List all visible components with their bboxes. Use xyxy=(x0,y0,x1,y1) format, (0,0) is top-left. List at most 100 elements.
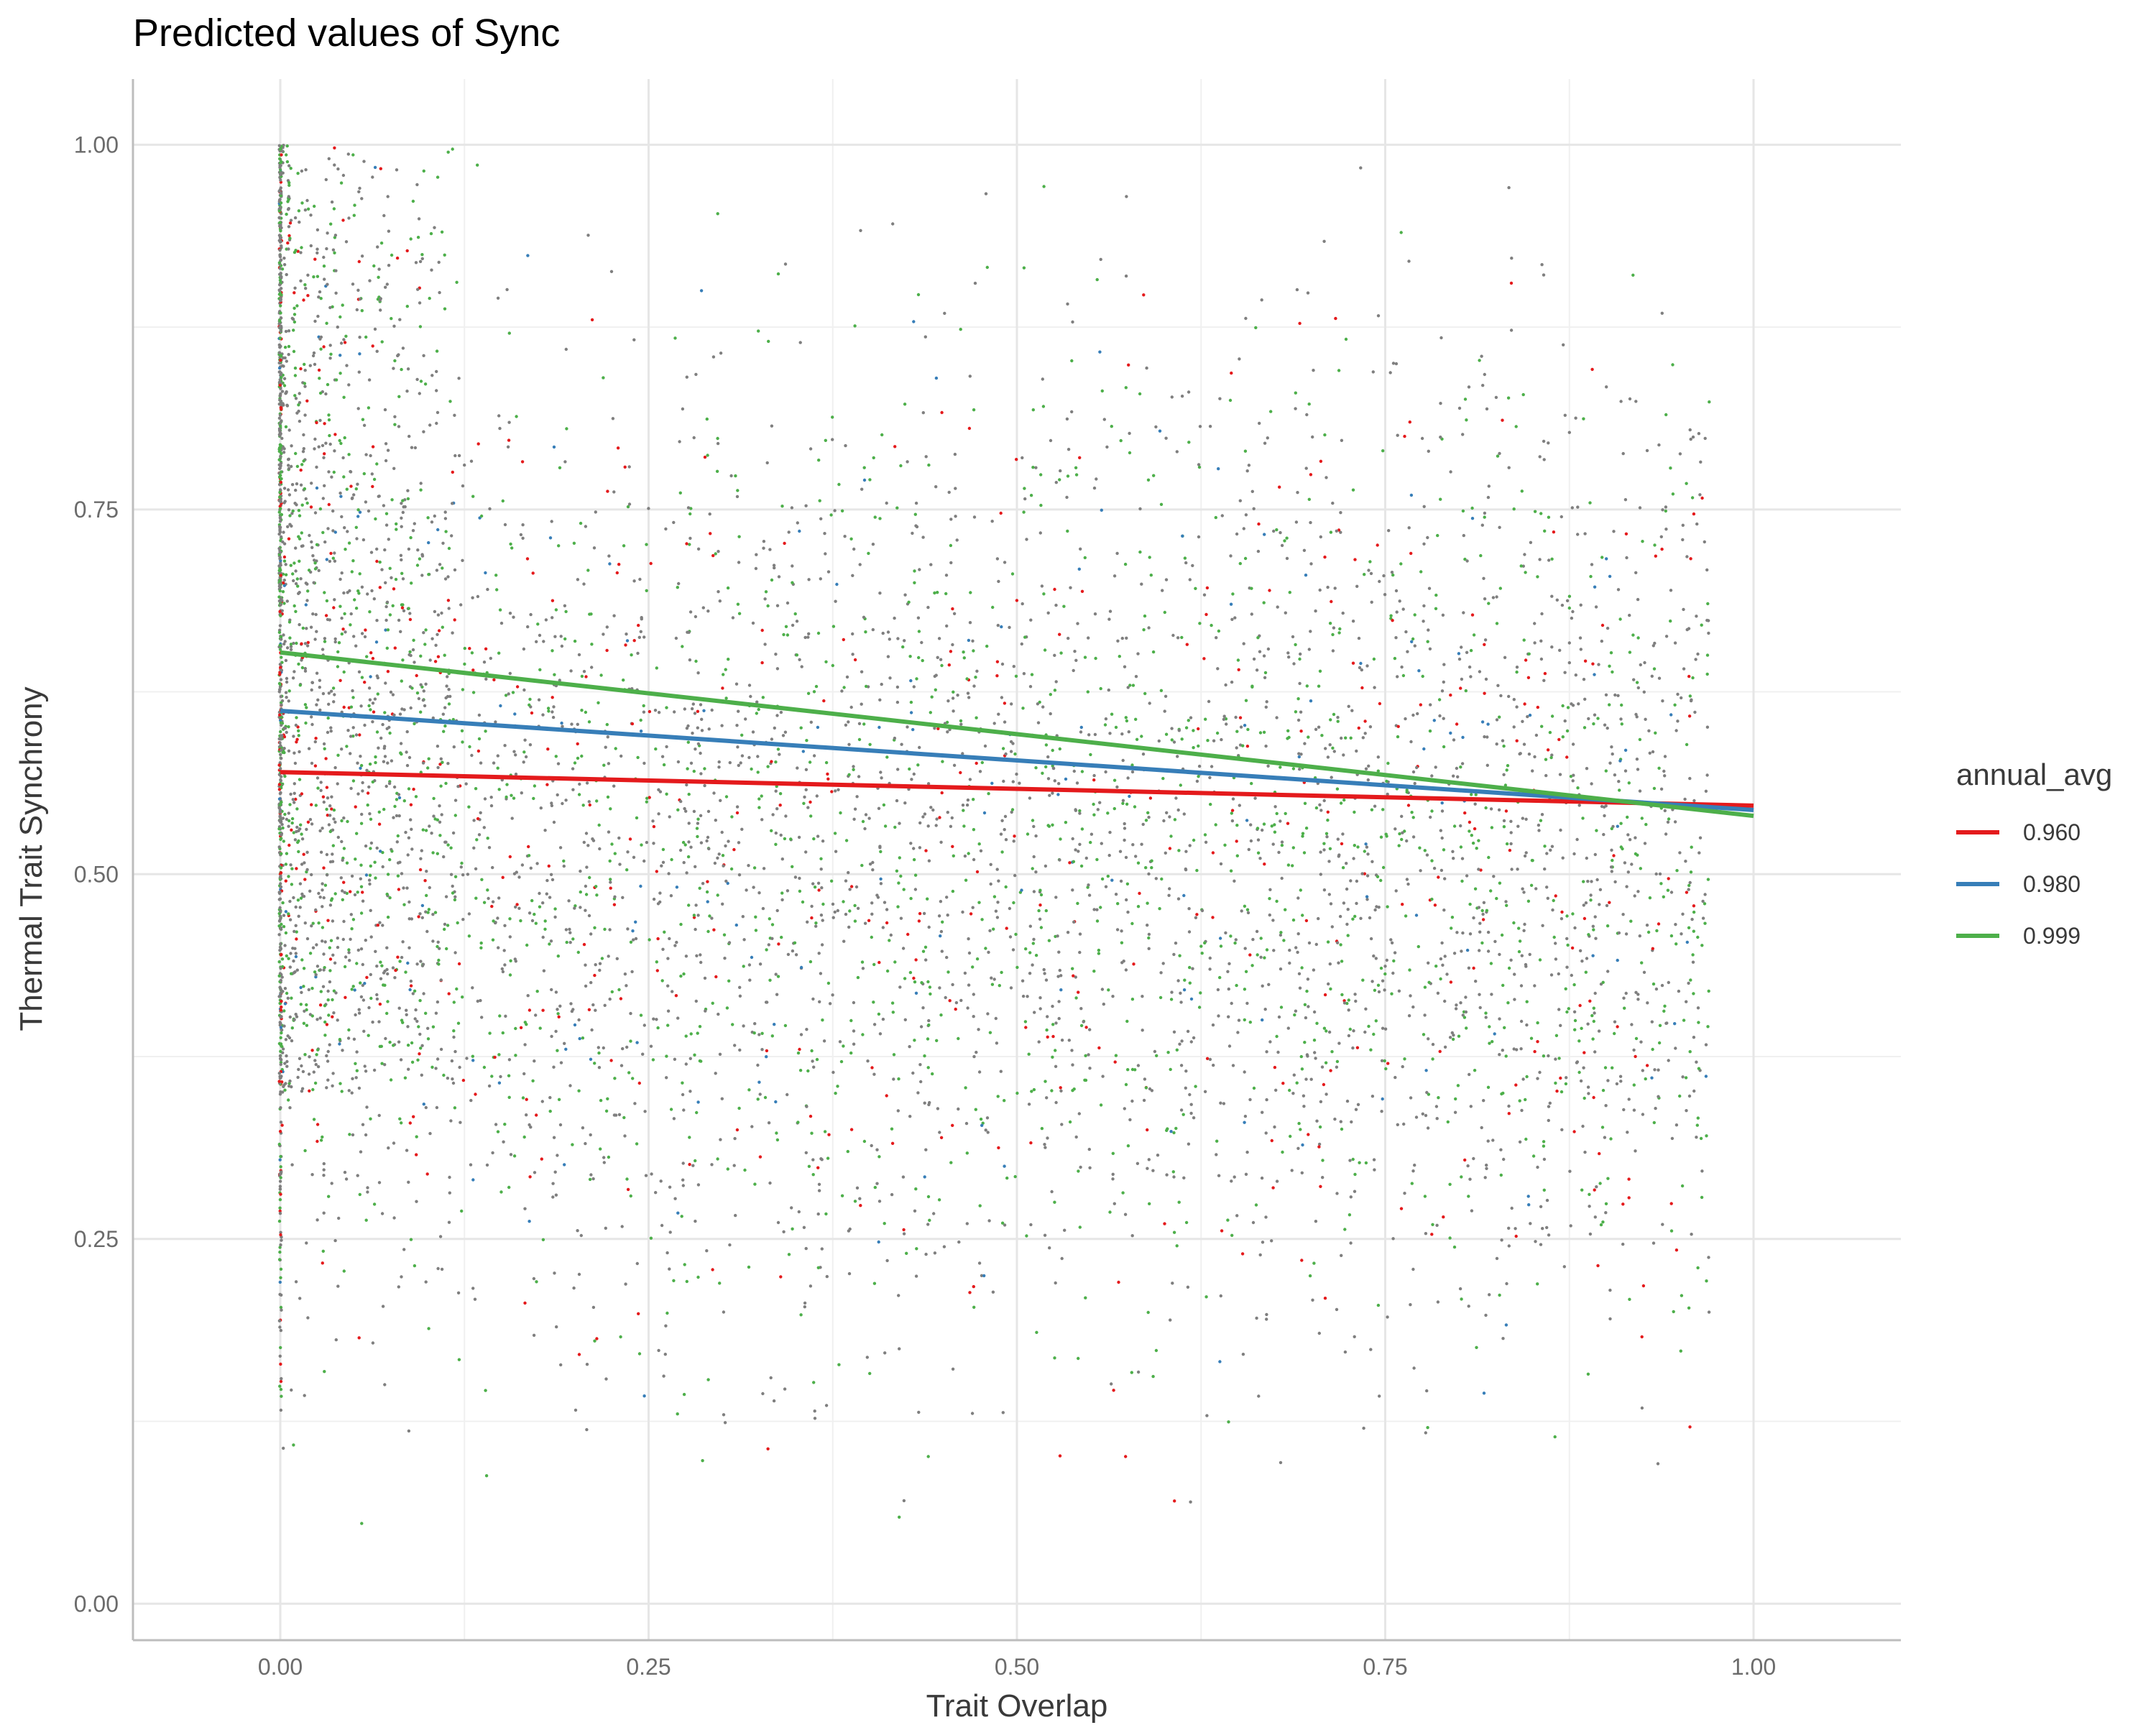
scatter-point xyxy=(1650,1020,1654,1024)
scatter-point xyxy=(665,1076,668,1080)
scatter-point xyxy=(1330,1050,1334,1054)
scatter-point xyxy=(383,1383,387,1386)
scatter-point xyxy=(459,865,463,869)
scatter-point xyxy=(354,487,358,491)
scatter-point xyxy=(682,1108,686,1112)
scatter-point xyxy=(1149,574,1153,577)
scatter-point xyxy=(1460,645,1463,649)
scatter-point xyxy=(297,729,300,732)
scatter-point xyxy=(652,842,655,845)
scatter-point xyxy=(688,543,691,546)
scatter-point xyxy=(819,914,824,917)
scatter-point xyxy=(412,1115,415,1118)
scatter-point xyxy=(1261,984,1264,988)
scatter-point xyxy=(1455,1003,1458,1007)
scatter-point xyxy=(282,263,287,267)
scatter-point xyxy=(294,797,298,801)
scatter-point xyxy=(1692,992,1695,995)
scatter-point xyxy=(895,700,900,704)
scatter-point xyxy=(1601,980,1605,985)
scatter-point xyxy=(1675,869,1679,873)
scatter-point xyxy=(1028,685,1033,689)
scatter-point xyxy=(1680,1184,1685,1188)
scatter-point xyxy=(1674,1248,1679,1252)
scatter-point xyxy=(313,437,317,441)
scatter-point xyxy=(473,1297,477,1301)
scatter-point xyxy=(532,1276,536,1281)
scatter-point xyxy=(337,1216,341,1220)
scatter-point xyxy=(1454,1097,1457,1101)
scatter-point xyxy=(1567,1007,1570,1011)
scatter-point xyxy=(1591,662,1595,666)
scatter-point xyxy=(538,1026,542,1030)
scatter-point xyxy=(527,854,531,857)
scatter-point xyxy=(300,531,303,535)
scatter-point xyxy=(1156,1154,1160,1157)
scatter-point xyxy=(298,622,301,627)
scatter-point xyxy=(1154,1348,1158,1353)
scatter-point xyxy=(694,903,698,907)
scatter-point xyxy=(1245,1150,1249,1154)
scatter-point xyxy=(699,289,704,293)
scatter-point xyxy=(360,632,364,635)
scatter-point xyxy=(605,648,609,653)
scatter-point xyxy=(1474,793,1478,796)
scatter-point xyxy=(289,564,292,567)
scatter-point xyxy=(321,691,326,696)
scatter-point xyxy=(1550,594,1554,598)
scatter-point xyxy=(372,710,376,714)
scatter-point xyxy=(1482,1099,1485,1103)
scatter-point xyxy=(1424,1232,1428,1236)
scatter-point xyxy=(327,418,331,422)
scatter-point xyxy=(1489,962,1493,965)
scatter-point xyxy=(1484,1016,1488,1019)
scatter-point xyxy=(816,881,821,886)
scatter-point xyxy=(1005,1176,1009,1180)
scatter-point xyxy=(289,218,293,222)
scatter-point xyxy=(1452,738,1456,742)
scatter-point xyxy=(1603,1136,1607,1139)
scatter-point xyxy=(1072,974,1075,978)
scatter-point xyxy=(597,1051,601,1055)
scatter-point xyxy=(1046,611,1050,615)
scatter-point xyxy=(384,459,388,463)
scatter-point xyxy=(339,876,343,880)
scatter-point xyxy=(387,1146,390,1150)
scatter-point xyxy=(1250,489,1255,493)
scatter-point xyxy=(722,864,725,868)
scatter-point xyxy=(1705,1279,1708,1283)
scatter-point xyxy=(1268,897,1271,901)
scatter-point xyxy=(290,996,293,1000)
scatter-point xyxy=(475,838,479,842)
scatter-point xyxy=(336,937,339,940)
scatter-point xyxy=(1180,1039,1184,1043)
scatter-point xyxy=(1188,1092,1192,1097)
scatter-point xyxy=(1309,473,1313,477)
scatter-point xyxy=(1123,822,1126,826)
scatter-point xyxy=(735,811,740,815)
scatter-point xyxy=(1529,1222,1532,1225)
scatter-point xyxy=(747,684,752,687)
scatter-point xyxy=(310,1014,314,1018)
scatter-point xyxy=(742,965,745,968)
scatter-point xyxy=(1147,626,1151,630)
scatter-point xyxy=(906,725,909,729)
scatter-point xyxy=(413,661,416,664)
scatter-point xyxy=(821,919,824,922)
scatter-point xyxy=(1214,515,1218,520)
scatter-point xyxy=(1297,752,1301,755)
scatter-point xyxy=(1565,599,1570,602)
scatter-point xyxy=(328,814,332,817)
scatter-point xyxy=(503,924,507,928)
scatter-point xyxy=(992,722,996,725)
scatter-point xyxy=(604,1377,608,1381)
scatter-point xyxy=(500,967,504,971)
scatter-point xyxy=(1184,867,1188,871)
scatter-point xyxy=(1546,896,1549,901)
scatter-point xyxy=(398,712,402,716)
scatter-point xyxy=(692,916,696,919)
scatter-point xyxy=(996,623,1000,627)
scatter-point xyxy=(747,963,752,967)
scatter-point xyxy=(716,212,719,216)
scatter-point xyxy=(1459,824,1462,828)
